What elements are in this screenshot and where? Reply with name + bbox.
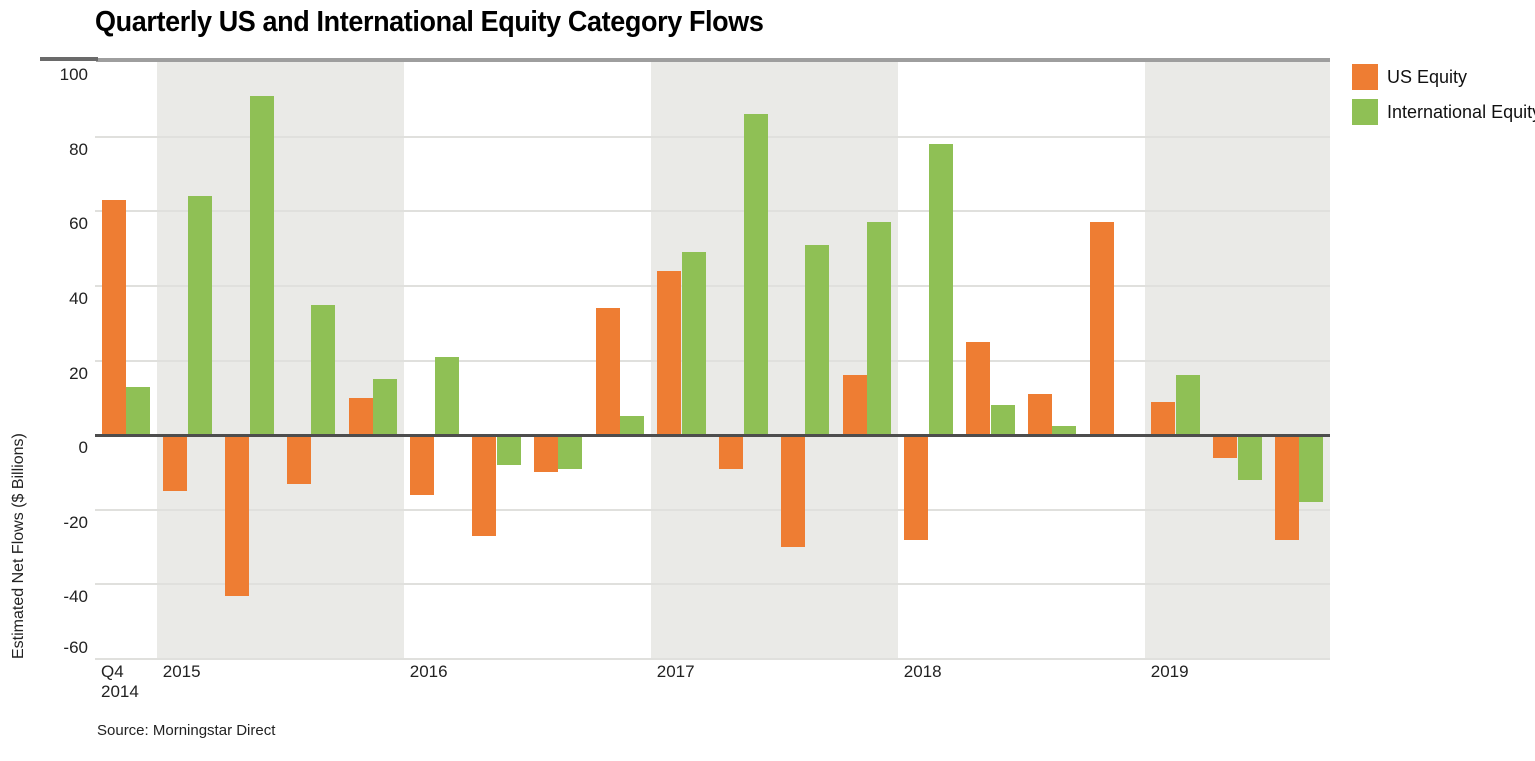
bar-us-equity (1027, 394, 1052, 436)
bar-international-equity (743, 114, 768, 436)
bar-us-equity (1213, 435, 1237, 458)
legend-label: US Equity (1387, 66, 1468, 87)
bar-us-equity (1274, 435, 1299, 540)
x-axis-year-label-line: 2016 (409, 662, 448, 681)
x-axis-year-label-line: 2018 (903, 662, 942, 681)
y-tick-label: 40 (69, 288, 88, 308)
bar-international-equity (126, 386, 150, 436)
bar-us-equity (225, 435, 249, 596)
x-axis-year-label: Q4 2014 (101, 662, 139, 702)
bar-international-equity (1175, 375, 1200, 436)
x-axis-year-label: 2019 (1151, 662, 1189, 682)
x-axis-year-label: 2016 (410, 662, 448, 682)
bar-us-equity (595, 308, 620, 436)
x-axis-year-label-line: 2015 (162, 662, 201, 681)
x-axis-year-label-line: 2017 (656, 662, 695, 681)
bar-international-equity (867, 222, 891, 436)
bar-us-equity (657, 270, 682, 436)
plot-area (95, 62, 1330, 660)
bar-international-equity (990, 405, 1015, 436)
bar-us-equity (966, 341, 990, 436)
bar-international-equity (249, 95, 274, 436)
x-axis-year-label-line: 2014 (101, 682, 139, 701)
bar-international-equity (373, 379, 397, 436)
bar-us-equity (842, 375, 867, 436)
legend-label: International Equity (1387, 101, 1535, 122)
bar-international-equity (1299, 435, 1324, 503)
y-tick-label: 80 (69, 139, 88, 159)
bar-international-equity (558, 435, 583, 469)
gridline (95, 359, 1330, 362)
bar-us-equity (101, 200, 126, 436)
legend: US Equity International Equity (1352, 64, 1535, 134)
bar-us-equity (1089, 222, 1114, 436)
gridline (95, 210, 1330, 213)
legend-item: International Equity (1352, 99, 1535, 125)
bar-us-equity (163, 435, 188, 492)
bar-international-equity (928, 144, 953, 436)
bar-international-equity (1052, 425, 1077, 436)
bar-international-equity (1237, 435, 1262, 480)
y-axis-title: Estimated Net Flows ($ Billions) (10, 433, 27, 659)
y-tick-label: 20 (69, 363, 88, 383)
y-tick-label: -40 (63, 587, 88, 607)
y-tick-label: 0 (78, 438, 88, 458)
zero-axis-line (95, 433, 1330, 437)
gridline (95, 284, 1330, 287)
bar-us-equity (780, 435, 805, 548)
bar-us-equity (472, 435, 496, 536)
x-axis-year-label: 2017 (657, 662, 695, 682)
bar-us-equity (348, 397, 373, 436)
x-axis-year-label: 2018 (904, 662, 942, 682)
y-tick-label: -20 (63, 512, 88, 532)
bar-us-equity (719, 435, 743, 469)
y-tick-label: -60 (63, 638, 88, 657)
y-tick-label: 100 (59, 65, 88, 84)
x-axis-year-label-line: Q4 (101, 662, 124, 681)
bar-us-equity (286, 435, 311, 484)
bar-international-equity (187, 196, 212, 436)
gridline (95, 508, 1330, 511)
bar-us-equity (410, 435, 435, 495)
source-note: Source: Morningstar Direct (97, 722, 276, 739)
gridline (95, 658, 1330, 660)
bar-international-equity (434, 356, 459, 436)
legend-swatch (1352, 99, 1378, 125)
bar-us-equity (533, 435, 558, 473)
x-axis-year-label-line: 2019 (1150, 662, 1189, 681)
x-axis-year-label: 2015 (163, 662, 201, 682)
legend-item: US Equity (1352, 64, 1535, 90)
gridline (95, 135, 1330, 138)
bar-international-equity (620, 416, 644, 436)
chart-title: Quarterly US and International Equity Ca… (95, 6, 764, 38)
bar-international-equity (496, 435, 521, 465)
legend-swatch (1352, 64, 1378, 90)
bar-us-equity (904, 435, 929, 540)
bar-international-equity (311, 304, 336, 436)
gridline (95, 583, 1330, 586)
bar-international-equity (681, 252, 706, 436)
bar-us-equity (1151, 401, 1176, 436)
axis-top-border (96, 58, 1330, 62)
axis-top-tick (40, 57, 98, 61)
bar-international-equity (805, 244, 830, 436)
y-tick-label: 60 (69, 214, 88, 234)
